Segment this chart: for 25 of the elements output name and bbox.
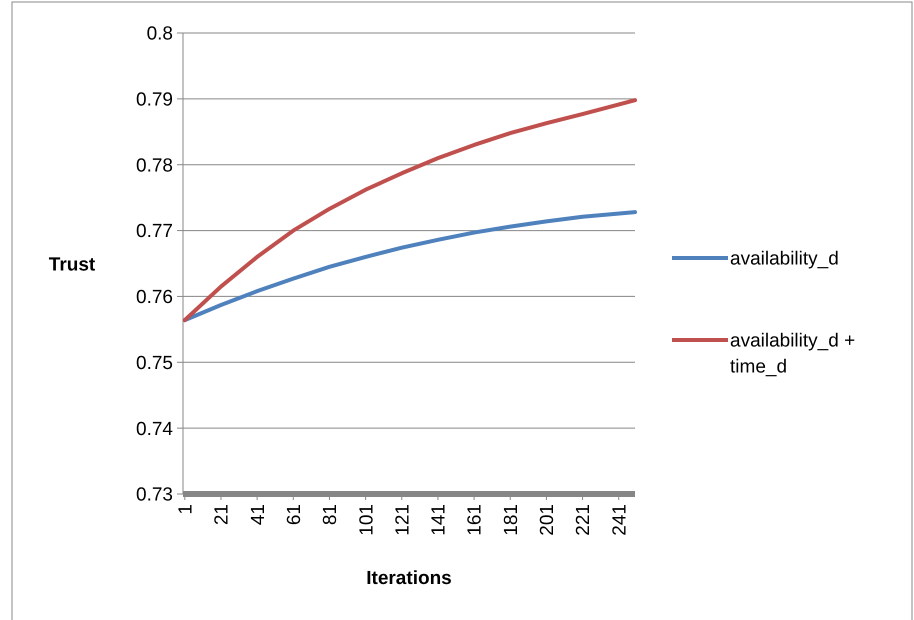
y-tick-label: 0.79 <box>136 90 173 111</box>
x-tick-label: 121 <box>392 504 414 536</box>
x-tick-label: 161 <box>464 504 486 536</box>
y-tick-label: 0.73 <box>136 484 173 506</box>
x-tick-label: 41 <box>248 504 269 526</box>
y-tick-label: 0.74 <box>136 418 174 440</box>
x-tick-label: 101 <box>356 504 378 536</box>
x-tick-label: 21 <box>212 504 233 526</box>
x-tick-label: 181 <box>500 504 522 536</box>
x-tick-label: 61 <box>284 504 305 526</box>
x-tick-label: 81 <box>320 504 342 526</box>
y-tick-label: 0.8 <box>146 24 173 45</box>
y-tick-label: 0.77 <box>136 221 173 242</box>
x-tick-label: 201 <box>537 504 558 536</box>
x-tick-label: 1 <box>175 504 196 515</box>
y-axis-title: Trust <box>48 254 96 276</box>
x-tick-label: 221 <box>573 504 594 536</box>
x-tick-label: 241 <box>609 504 630 536</box>
x-tick-label: 141 <box>428 504 450 536</box>
legend-label: availability_d <box>730 248 839 270</box>
y-tick-label: 0.75 <box>136 352 173 374</box>
legend-label: availability_d + time_d <box>730 330 856 378</box>
y-tick-label: 0.76 <box>136 287 173 308</box>
x-axis-title: Iterations <box>366 568 452 589</box>
y-tick-label: 0.78 <box>136 155 173 176</box>
